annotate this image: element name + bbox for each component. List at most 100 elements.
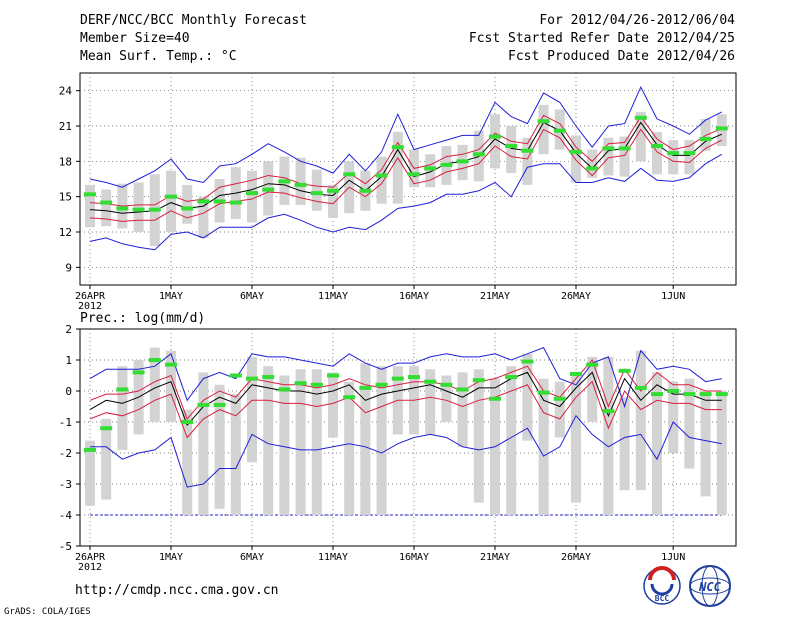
- ensemble-box: [295, 369, 306, 515]
- ensemble-box: [166, 170, 176, 232]
- ensemble-box: [425, 369, 436, 435]
- obs-marker: [294, 381, 307, 386]
- ensemble-box: [376, 366, 387, 515]
- obs-marker: [489, 396, 501, 401]
- ensemble-box: [247, 356, 257, 463]
- obs-marker: [683, 151, 696, 156]
- obs-marker: [359, 385, 372, 390]
- y-tick-label: -3: [59, 478, 72, 491]
- ensemble-box: [652, 372, 662, 515]
- x-tick-label: 1JUN: [661, 552, 685, 563]
- y-tick-label: 1: [65, 354, 72, 367]
- ensemble-box: [716, 391, 727, 515]
- obs-marker: [618, 368, 631, 373]
- obs-marker: [197, 199, 210, 204]
- x-tick-label: 26APR: [75, 291, 106, 302]
- obs-marker: [375, 382, 388, 387]
- footer-url[interactable]: http://cmdp.ncc.cma.gov.cn: [75, 583, 279, 598]
- ensemble-box: [635, 350, 646, 491]
- precip-panel-title: Prec.: log(mm/d): [80, 311, 205, 326]
- obs-marker: [391, 376, 404, 381]
- x-tick-label: 11MAY: [318, 291, 348, 302]
- y-tick-label: 12: [59, 226, 72, 239]
- obs-marker: [537, 390, 550, 395]
- x-tick-label: 1MAY: [159, 552, 183, 563]
- ensemble-box: [490, 114, 500, 169]
- ensemble-box: [230, 394, 241, 515]
- obs-marker: [165, 362, 177, 367]
- obs-marker: [472, 152, 485, 157]
- ensemble-box: [635, 111, 646, 162]
- ensemble-box: [198, 372, 209, 515]
- refer-date: Fcst Started Refer Date 2012/04/25: [469, 31, 735, 46]
- obs-marker: [505, 144, 518, 149]
- ensemble-box: [85, 184, 95, 228]
- y-tick-label: -1: [59, 416, 72, 429]
- ensemble-box: [571, 135, 581, 183]
- obs-marker: [327, 188, 339, 193]
- y-tick-label: 18: [59, 155, 72, 168]
- y-tick-label: 0: [65, 385, 72, 398]
- ensemble-box: [311, 169, 322, 211]
- ensemble-box: [603, 137, 614, 176]
- obs-marker: [391, 145, 404, 150]
- ensemble-box: [328, 372, 338, 438]
- ensemble-mean-line: [89, 371, 722, 427]
- ensemble-box: [522, 137, 533, 185]
- obs-marker: [456, 159, 469, 164]
- ensemble-box: [668, 140, 679, 175]
- obs-marker: [683, 392, 696, 397]
- spread-low-line: [89, 128, 723, 222]
- obs-marker: [278, 387, 291, 392]
- ensemble-box: [328, 184, 338, 218]
- variable-label: Mean Surf. Temp.: °C: [80, 49, 237, 64]
- plot-frame: [79, 328, 737, 547]
- obs-marker: [505, 375, 518, 380]
- ensemble-box: [538, 378, 549, 515]
- obs-marker: [310, 191, 323, 196]
- x-year-label: 2012: [78, 562, 102, 573]
- y-tick-label: 2: [65, 323, 72, 336]
- ensemble-box: [603, 356, 614, 515]
- obs-marker: [213, 199, 226, 204]
- obs-marker: [408, 375, 420, 380]
- obs-marker: [667, 151, 680, 156]
- ensemble-box: [554, 381, 565, 438]
- x-tick-label: 26APR: [75, 552, 106, 563]
- obs-marker: [602, 409, 615, 414]
- y-tick-label: 21: [59, 120, 72, 133]
- obs-marker: [472, 378, 485, 383]
- obs-marker: [537, 119, 550, 124]
- ensemble-box: [619, 136, 630, 177]
- x-year-label: 2012: [78, 301, 102, 312]
- ensemble-box: [182, 184, 193, 224]
- ensemble-box: [457, 372, 468, 447]
- ensemble-box: [344, 381, 355, 515]
- obs-marker: [278, 179, 291, 184]
- obs-marker: [246, 376, 258, 381]
- temperature-panel: 9 12 15 18 21 24 26APR 1MAY 6MAY 11MAY 16MAY 21MAY 2…: [59, 72, 737, 312]
- ncc-logo: NCC: [689, 565, 731, 607]
- obs-marker: [618, 146, 631, 151]
- y-tick-label: 15: [59, 191, 72, 204]
- forecast-period: For 2012/04/26-2012/06/04: [539, 13, 735, 28]
- x-tick-label: 26MAY: [561, 291, 591, 302]
- obs-marker: [294, 182, 307, 187]
- ensemble-box: [166, 350, 176, 422]
- ensemble-box: [214, 384, 225, 509]
- ensemble-max-line: [89, 346, 722, 409]
- obs-marker: [359, 188, 372, 193]
- ensemble-box: [247, 170, 257, 223]
- ensemble-box: [700, 118, 711, 151]
- obs-marker: [602, 146, 615, 151]
- ensemble-box: [506, 366, 517, 515]
- x-tick-label: 16MAY: [399, 552, 429, 563]
- x-tick-label: 16MAY: [399, 291, 429, 302]
- x-tick-label: 6MAY: [240, 291, 264, 302]
- spread-high-line: [89, 114, 722, 207]
- ensemble-box: [425, 154, 436, 188]
- ensemble-box: [101, 189, 112, 227]
- obs-marker: [343, 395, 356, 400]
- y-tick-label: -2: [59, 447, 72, 460]
